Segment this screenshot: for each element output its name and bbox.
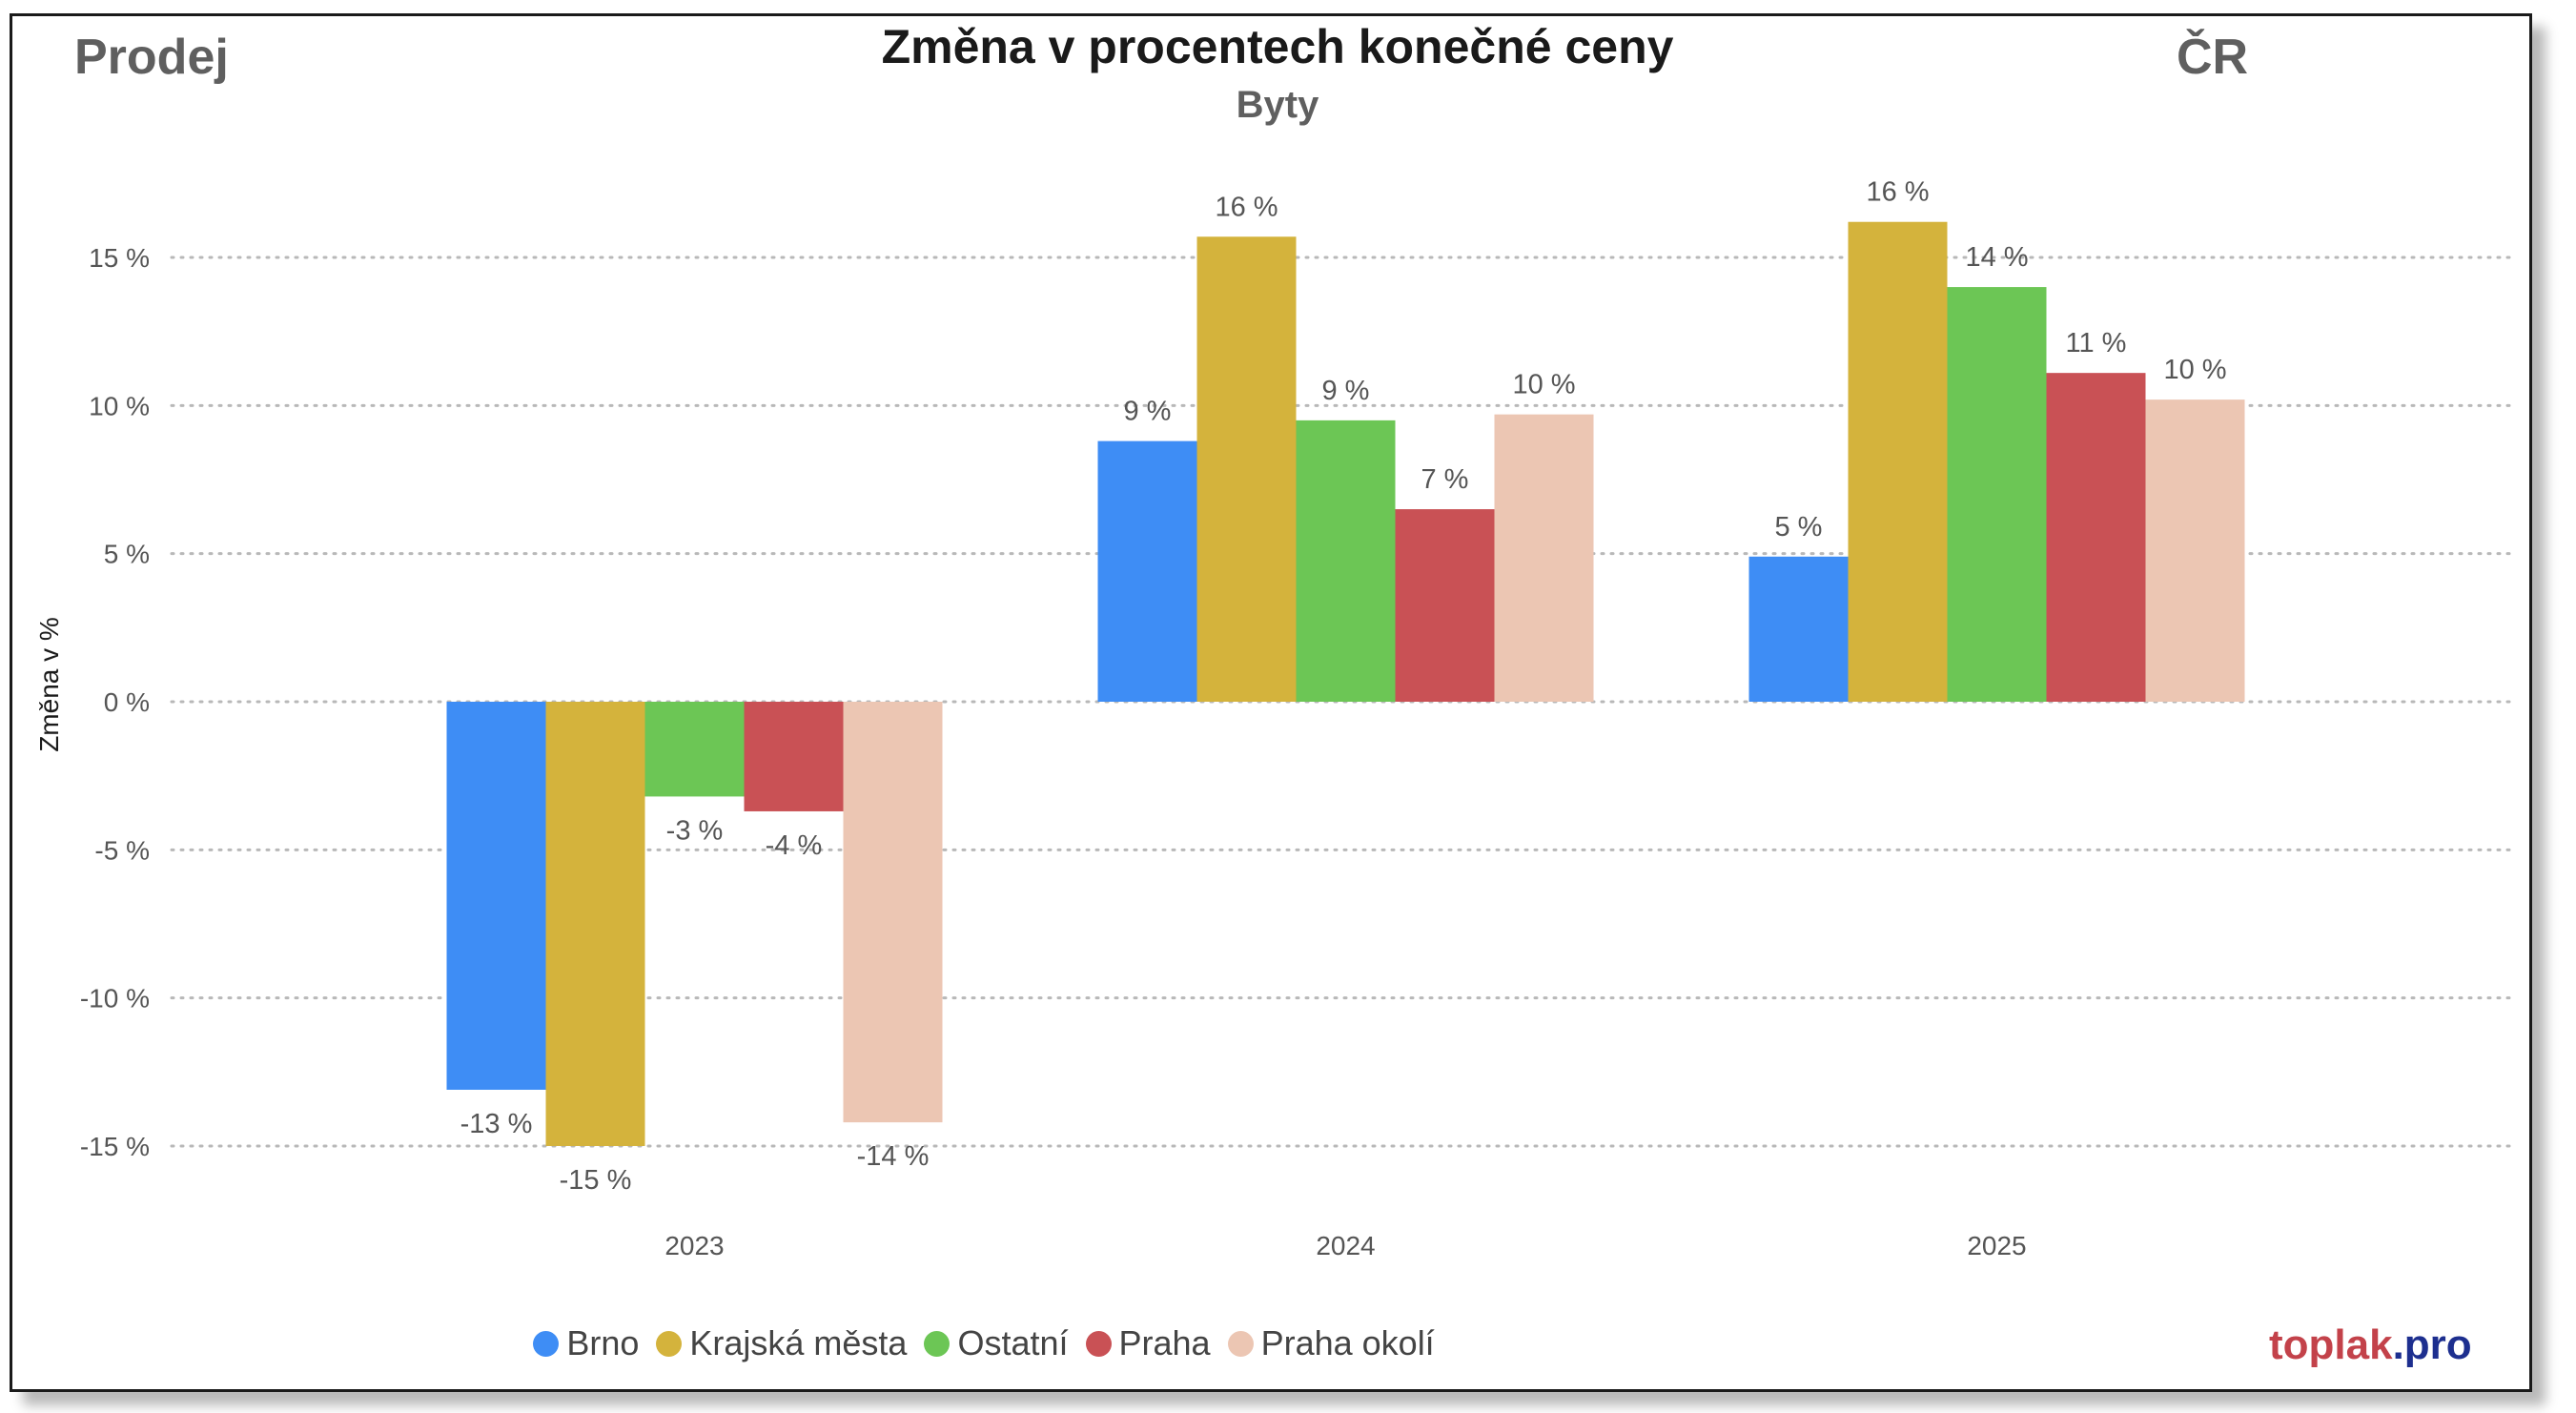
legend: Brno Krajská města Ostatní Praha Praha okolí [0,1323,2280,1363]
data-label: 9 % [1322,376,1370,406]
brand-domain: .pro [2392,1321,2472,1368]
data-label: -14 % [857,1141,930,1172]
data-label: 9 % [1124,397,1172,427]
bar [644,702,745,797]
data-label: 10 % [2163,355,2226,385]
bar [2145,399,2245,702]
bar [1296,420,1396,702]
data-label: 7 % [1421,464,1469,495]
legend-label: Krajská města [689,1323,908,1362]
legend-item: Krajská města [656,1323,907,1363]
data-label: 5 % [1775,512,1823,543]
data-label: -3 % [666,815,724,846]
bar [1947,287,2047,702]
legend-label: Brno [566,1323,640,1362]
legend-item: Brno [533,1323,639,1363]
y-tick-label: 10 % [89,391,150,420]
bar [1196,236,1297,702]
bar [1848,221,1948,702]
chart-title: Změna v procentech konečné ceny [881,20,1674,73]
data-label: -4 % [766,830,823,861]
bar [1494,414,1594,702]
bar [744,702,844,811]
data-label: -15 % [560,1165,632,1196]
y-tick-label: -5 % [94,835,150,865]
bar [843,702,943,1123]
legend-swatch [924,1330,951,1357]
bar [1097,440,1197,702]
legend-label: Ostatní [957,1323,1069,1362]
bar [1748,556,1849,702]
brand-logo: toplak.pro [2269,1321,2472,1369]
bar [2046,373,2146,702]
legend-swatch [1227,1330,1254,1357]
data-label: 14 % [1965,242,2028,273]
data-label: 10 % [1512,370,1575,400]
legend-label: Praha [1118,1323,1211,1362]
bar [545,702,645,1146]
x-tick-label: 2023 [664,1231,724,1260]
legend-item: Praha [1085,1323,1211,1363]
x-tick-label: 2024 [1316,1231,1375,1260]
chart-subtitle: Byty [1236,84,1319,126]
data-label: -13 % [460,1109,533,1139]
x-tick-label: 2025 [1967,1231,2026,1260]
sale-label: Prodej [74,30,229,85]
data-label: 11 % [2066,328,2127,358]
y-tick-label: 15 % [89,243,150,273]
legend-swatch [533,1330,560,1357]
legend-swatch [656,1330,683,1357]
legend-swatch [1085,1330,1112,1357]
bar [1395,509,1495,702]
brand-name: toplak [2269,1321,2393,1368]
legend-label: Praha okolí [1260,1323,1435,1362]
bar [446,702,546,1090]
region-label: ČR [2177,30,2249,85]
data-label: 16 % [1866,177,1929,208]
y-tick-label: -15 % [80,1132,150,1161]
data-label: 16 % [1215,192,1278,222]
legend-item: Praha okolí [1227,1323,1435,1363]
y-tick-label: -10 % [80,984,150,1014]
y-tick-label: 5 % [104,540,150,569]
legend-item: Ostatní [924,1323,1069,1363]
y-tick-label: 0 % [104,687,150,717]
